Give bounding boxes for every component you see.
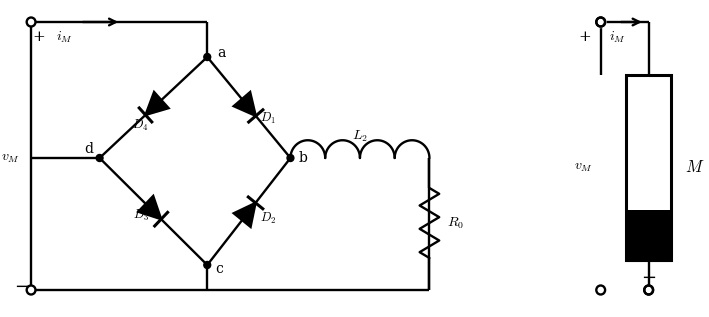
Circle shape bbox=[596, 284, 606, 295]
Text: −: − bbox=[641, 269, 657, 287]
Polygon shape bbox=[138, 196, 161, 219]
Polygon shape bbox=[234, 92, 256, 116]
Text: b: b bbox=[298, 151, 307, 165]
Circle shape bbox=[203, 54, 211, 61]
Text: $D_4$: $D_4$ bbox=[133, 117, 149, 133]
Bar bbox=[626, 210, 671, 260]
Text: +: + bbox=[33, 30, 45, 44]
Text: +: + bbox=[578, 30, 591, 44]
Text: a: a bbox=[217, 46, 225, 60]
Bar bbox=[626, 75, 671, 260]
Circle shape bbox=[596, 16, 606, 28]
Text: $v_M$: $v_M$ bbox=[1, 151, 21, 165]
Text: c: c bbox=[215, 262, 223, 276]
Text: d: d bbox=[84, 142, 94, 156]
Circle shape bbox=[287, 154, 294, 161]
Text: $D_2$: $D_2$ bbox=[259, 210, 276, 226]
Text: $i_M$: $i_M$ bbox=[608, 29, 625, 45]
Text: $L_2$: $L_2$ bbox=[352, 128, 368, 144]
Text: $M$: $M$ bbox=[685, 159, 704, 176]
Text: −: − bbox=[13, 278, 29, 296]
Polygon shape bbox=[145, 92, 169, 115]
Text: $D_1$: $D_1$ bbox=[260, 110, 276, 126]
Text: $i_M$: $i_M$ bbox=[56, 29, 73, 45]
Text: $v_M$: $v_M$ bbox=[574, 160, 593, 174]
Circle shape bbox=[96, 154, 103, 161]
Text: $R_0$: $R_0$ bbox=[447, 215, 464, 231]
Circle shape bbox=[203, 262, 211, 268]
Polygon shape bbox=[234, 203, 255, 227]
Text: $D_3$: $D_3$ bbox=[133, 207, 149, 223]
